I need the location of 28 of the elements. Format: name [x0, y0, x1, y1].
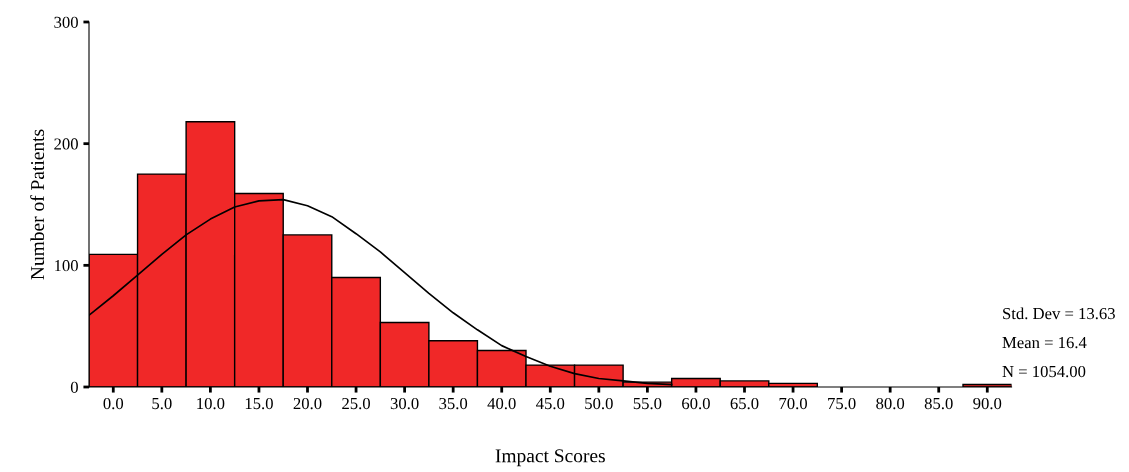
- annotation: N = 1054.00: [1002, 365, 1086, 378]
- y-axis-title: Number of Patients: [30, 129, 45, 280]
- x-tick-label: 25.0: [342, 397, 370, 410]
- x-tick-label: 45.0: [536, 397, 565, 410]
- x-tick-label: 65.0: [730, 397, 759, 410]
- annotation: Std. Dev = 13.63: [1003, 307, 1115, 320]
- y-tick-label: 100: [55, 260, 78, 272]
- x-tick-label: 20.0: [293, 397, 322, 410]
- x-tick-label: 60.0: [682, 397, 710, 410]
- x-tick-label: 75.0: [828, 397, 856, 410]
- y-tick-label: 200: [54, 138, 78, 150]
- x-tick-label: 70.0: [779, 397, 807, 410]
- x-tick-label: 35.0: [439, 397, 468, 410]
- x-tick-label: 0.0: [103, 397, 124, 410]
- x-tick-label: 40.0: [487, 397, 516, 410]
- x-tick-label: 55.0: [633, 397, 662, 410]
- x-tick-label: 85.0: [924, 397, 953, 410]
- annotation: Mean = 16.4: [1002, 336, 1087, 349]
- x-tick-label: 10.0: [197, 397, 225, 410]
- x-tick-label: 90.0: [973, 397, 1002, 410]
- y-tick-label: 300: [54, 16, 78, 28]
- x-tick-label: 80.0: [876, 397, 905, 410]
- x-tick-label: 30.0: [390, 397, 419, 410]
- x-axis-title: Impact Scores: [495, 449, 605, 467]
- x-tick-label: 5.0: [152, 397, 172, 410]
- y-tick-label: 0: [70, 381, 78, 393]
- x-tick-label: 50.0: [585, 397, 613, 410]
- x-tick-label: 15.0: [245, 397, 273, 410]
